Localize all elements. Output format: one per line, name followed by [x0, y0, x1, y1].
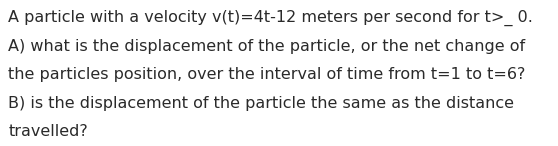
Text: A particle with a velocity v(t)=4t-12 meters per second for t>_ 0.: A particle with a velocity v(t)=4t-12 me…: [8, 10, 533, 26]
Text: the particles position, over the interval of time from t=1 to t=6?: the particles position, over the interva…: [8, 67, 526, 82]
Text: B) is the displacement of the particle the same as the distance: B) is the displacement of the particle t…: [8, 96, 514, 111]
Text: travelled?: travelled?: [8, 124, 88, 139]
Text: A) what is the displacement of the particle, or the net change of: A) what is the displacement of the parti…: [8, 39, 526, 54]
